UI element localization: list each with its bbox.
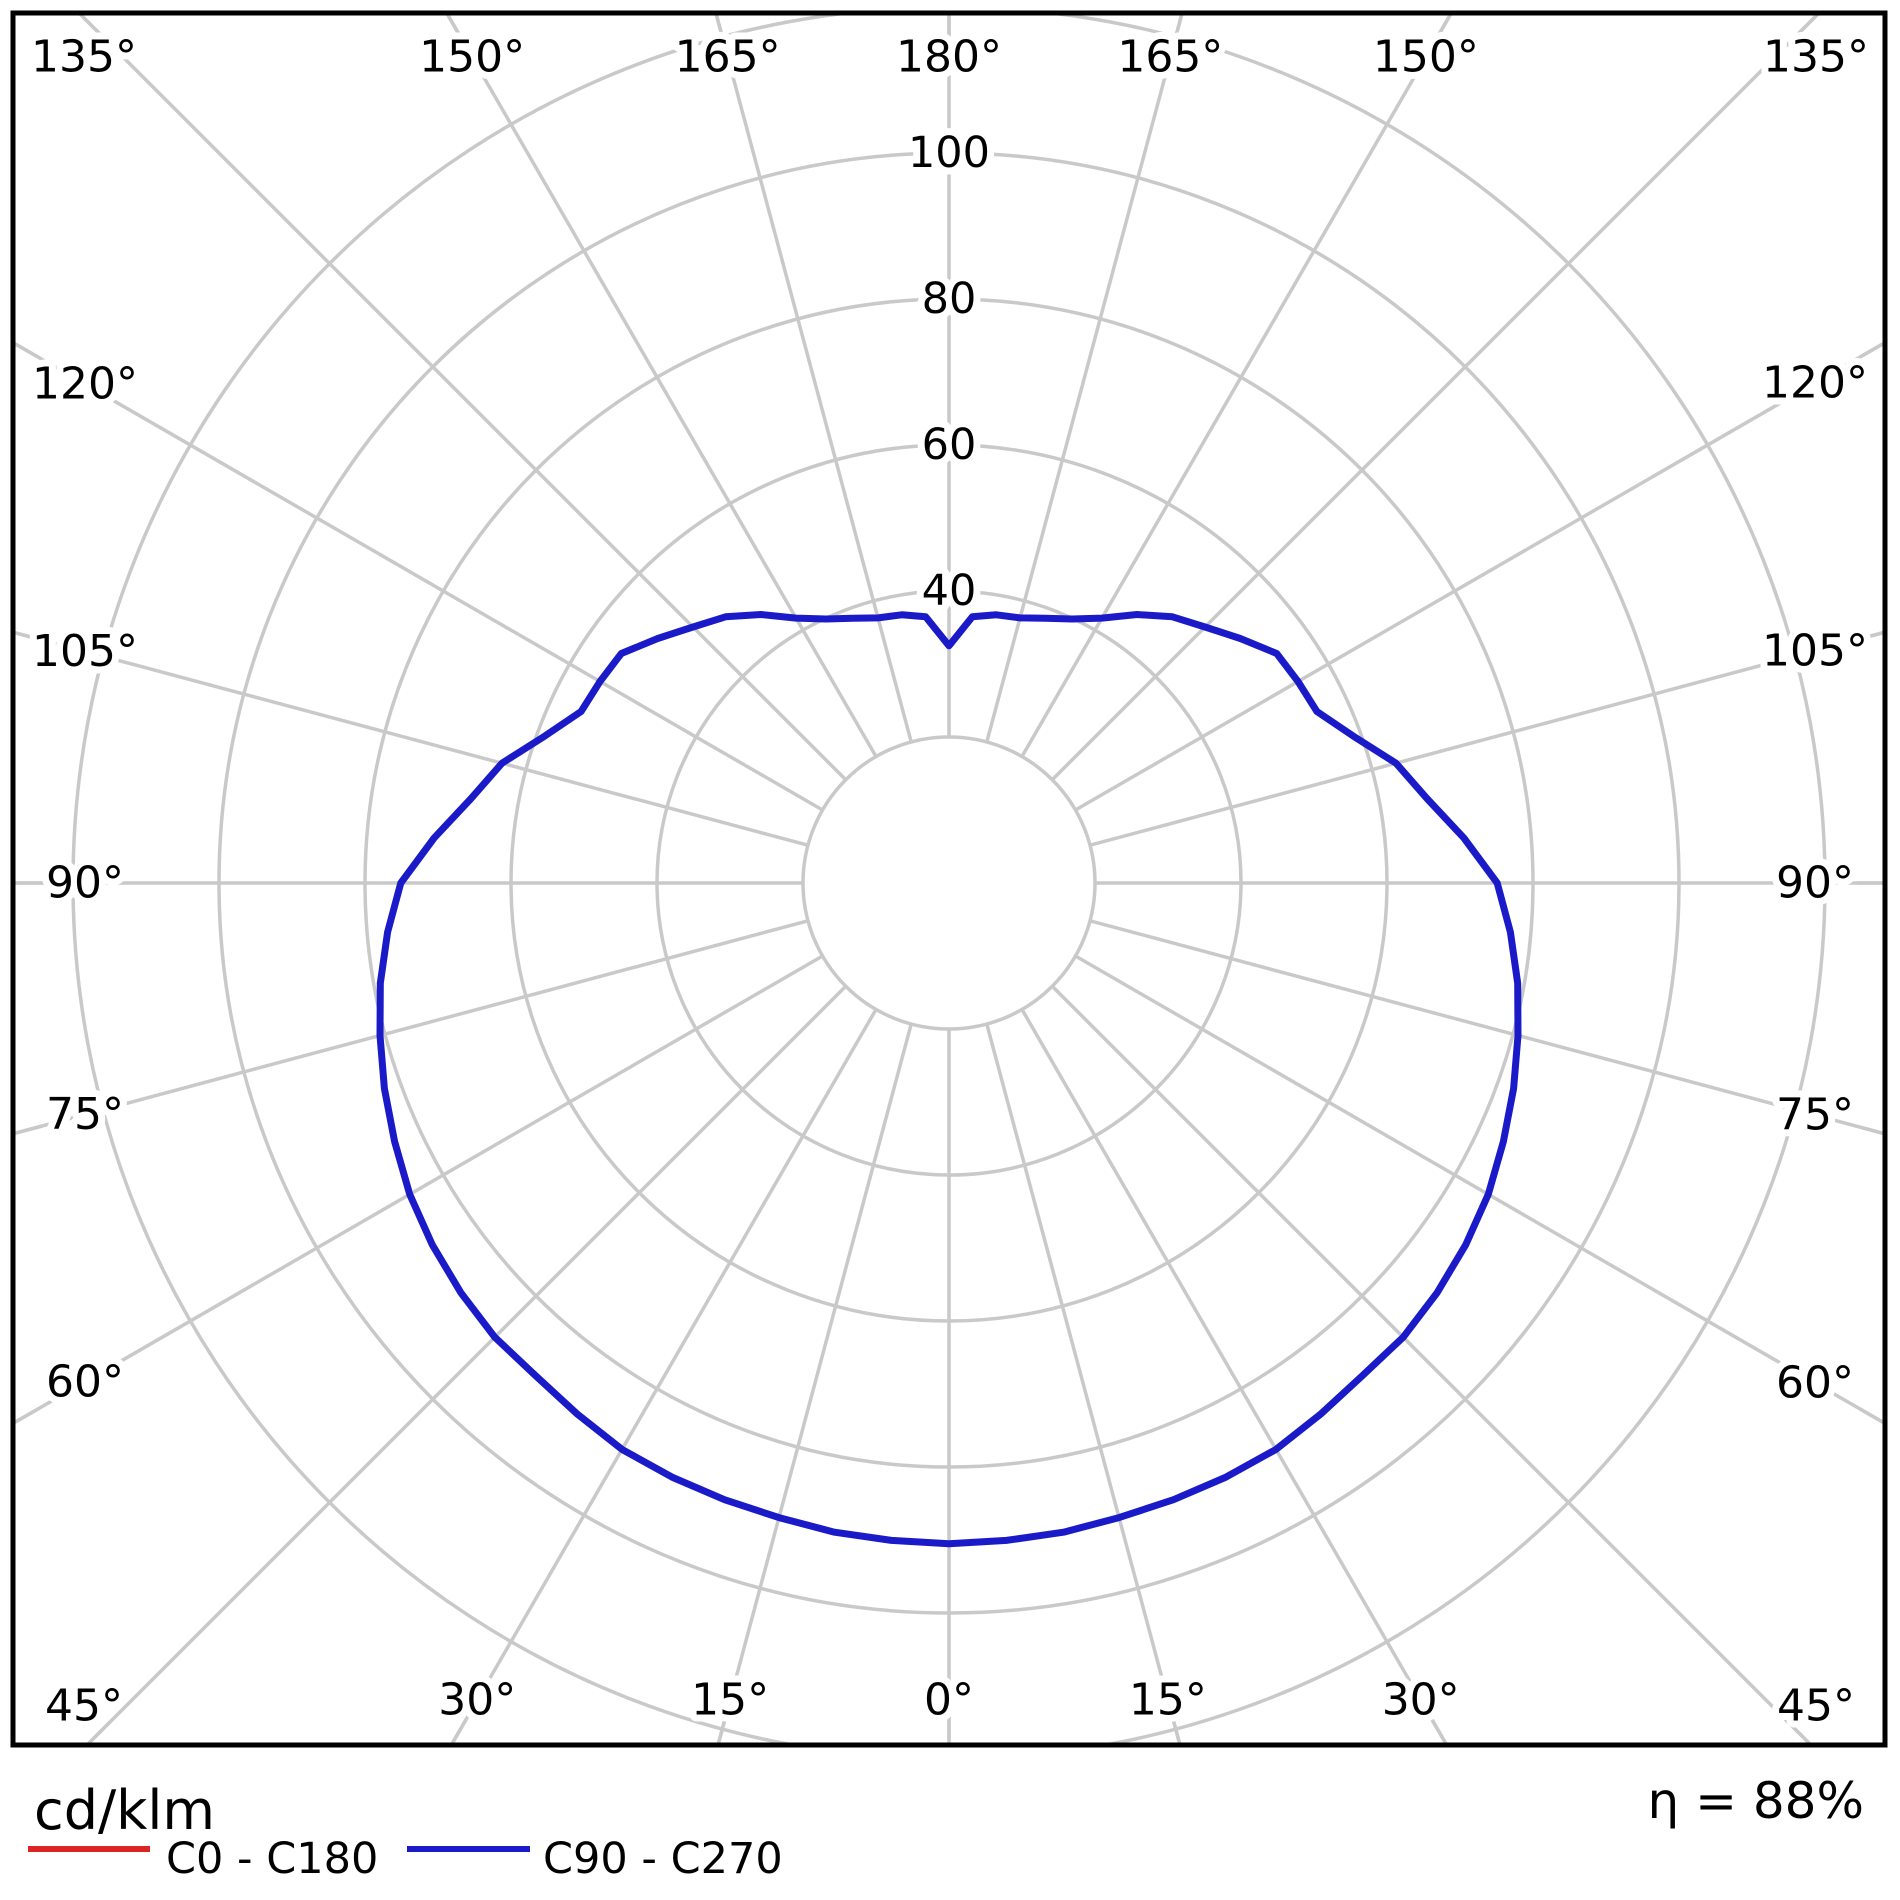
polar-grid-spoke-345 (716, 1023, 913, 1745)
legend-swatch-c0-c180 (28, 1846, 150, 1852)
polar-grid-spoke-135 (1051, 13, 1822, 781)
angle-label-15-left: 15° (691, 1675, 769, 1726)
polar-grid-spoke-15 (985, 1023, 1182, 1745)
polar-grid-spoke-330 (449, 1008, 878, 1745)
polar-grid-spoke-195 (714, 13, 913, 743)
angle-label-75-right: 75° (1776, 1090, 1854, 1141)
angle-label-45-right: 45° (1777, 1681, 1855, 1732)
angle-labels: 0° 15° 15° 30° 30° 45° 45° 60° 60° 75° 75° 90° 90° 10… (24, 25, 1876, 1739)
polar-grid-circle-20 (801, 735, 1097, 1031)
angle-tick-15-right (1170, 1715, 1181, 1742)
angle-label-0-right: 0° (924, 1675, 974, 1726)
angle-label-105-right: 105° (1762, 625, 1868, 676)
polar-grid-spoke-165 (985, 13, 1184, 743)
polar-grid-spoke-240 (13, 340, 824, 812)
angle-tick-45-left (89, 1721, 111, 1743)
angle-tick-165-right (1172, 16, 1183, 43)
radial-tick-label-60: 60 (922, 420, 977, 470)
angle-tick-75-right (1857, 1124, 1884, 1135)
polar-grid-spoke-45 (1051, 985, 1814, 1745)
legend-swatch-c90-c270 (407, 1846, 530, 1852)
polar-grid-spoke-285 (13, 919, 809, 1136)
angle-tick-15-left (717, 1715, 728, 1742)
polar-grid-spoke-150 (1020, 13, 1454, 758)
radial-tick-label-80: 80 (922, 274, 977, 324)
efficiency-label: η = 88% (1647, 1772, 1864, 1830)
angle-tick-75-left (16, 1124, 43, 1135)
polar-grid-spoke-315 (84, 985, 847, 1745)
angle-label-90-right: 90° (1776, 858, 1854, 909)
angle-label-15-right: 15° (1129, 1675, 1207, 1726)
legend-label-c90-c270: C90 - C270 (543, 1834, 783, 1884)
angle-label-120-left: 120° (32, 359, 138, 410)
angle-tick-165-left (715, 16, 726, 43)
angle-label-135-left: 135° (31, 32, 137, 83)
plot-border (10, 10, 1888, 1748)
angle-label-165-right: 165° (1117, 32, 1223, 83)
polar-grid-spoke-120 (1074, 340, 1885, 812)
angle-tick-60-right (1859, 1407, 1884, 1424)
angle-tick-120-left (16, 343, 41, 360)
radial-tick-label-40: 40 (922, 566, 977, 616)
angle-label-90-left: 90° (46, 858, 124, 909)
angle-tick-120-right (1859, 342, 1884, 359)
angle-label-30-left: 30° (438, 1675, 516, 1726)
angle-label-180-right: 180° (896, 32, 1002, 83)
legend-label-c0-c180: C0 - C180 (166, 1834, 379, 1884)
angle-tick-105-left (16, 631, 43, 642)
angle-label-60-right: 60° (1776, 1357, 1854, 1408)
radial-tick-label-100: 100 (908, 128, 990, 178)
angle-ticks (16, 15, 1884, 1743)
angle-label-75-left: 75° (46, 1089, 124, 1140)
angle-tick-105-right (1857, 631, 1884, 642)
angle-tick-45-right (1787, 1721, 1809, 1743)
polar-grid-spoke-75 (1089, 919, 1885, 1136)
polar-grid-spoke-60 (1074, 954, 1885, 1426)
polar-grid-spoke-300 (13, 954, 824, 1426)
angle-label-165-left: 165° (675, 32, 781, 83)
angle-tick-30-left (452, 1717, 469, 1742)
angle-label-45-left: 45° (45, 1681, 123, 1732)
angle-label-60-left: 60° (46, 1356, 124, 1407)
angle-label-105-left: 105° (32, 626, 138, 677)
polar-grid-spoke-225 (76, 13, 847, 781)
unit-label: cd/klm (34, 1779, 216, 1842)
polar-grid-spoke-255 (13, 630, 809, 847)
polar-grid-spoke-105 (1089, 630, 1885, 847)
radial-tick-labels: 40 60 80 100 (901, 121, 997, 623)
angle-tick-150-right (1434, 16, 1451, 41)
angle-label-150-left: 150° (419, 32, 525, 83)
angle-tick-30-right (1429, 1717, 1446, 1742)
polar-grid-spoke-30 (1020, 1008, 1449, 1745)
curve-c90-c270 (376, 611, 1522, 1548)
angle-label-135-right: 135° (1763, 32, 1869, 83)
angle-tick-135-right (1795, 15, 1817, 37)
angle-tick-60-left (16, 1406, 41, 1423)
angle-tick-150-left (447, 16, 464, 41)
angle-label-120-right: 120° (1762, 358, 1868, 409)
polar-grid-spoke-210 (444, 13, 878, 758)
angle-label-150-right: 150° (1373, 32, 1479, 83)
angle-tick-135-left (81, 15, 103, 37)
angle-label-30-right: 30° (1382, 1675, 1460, 1726)
